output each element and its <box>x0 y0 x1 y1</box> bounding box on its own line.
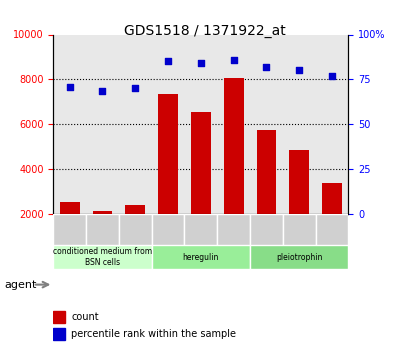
Bar <box>125 205 145 259</box>
Text: agent: agent <box>4 280 36 289</box>
Point <box>328 73 335 79</box>
Bar <box>191 112 210 259</box>
Text: percentile rank within the sample: percentile rank within the sample <box>71 329 236 339</box>
FancyBboxPatch shape <box>184 214 217 245</box>
Bar <box>92 210 112 259</box>
Bar <box>321 183 341 259</box>
FancyBboxPatch shape <box>151 214 184 245</box>
Point <box>230 57 236 62</box>
Bar <box>60 201 79 259</box>
FancyBboxPatch shape <box>119 214 151 245</box>
FancyBboxPatch shape <box>249 245 348 269</box>
Text: GDS1518 / 1371922_at: GDS1518 / 1371922_at <box>124 24 285 38</box>
FancyBboxPatch shape <box>282 214 315 245</box>
FancyBboxPatch shape <box>151 245 249 269</box>
Bar <box>256 130 276 259</box>
Point <box>132 86 138 91</box>
Bar <box>53 310 65 323</box>
Point <box>66 84 73 89</box>
Text: count: count <box>71 312 99 322</box>
FancyBboxPatch shape <box>86 214 119 245</box>
FancyBboxPatch shape <box>53 245 151 269</box>
Point <box>99 88 106 94</box>
FancyBboxPatch shape <box>249 214 282 245</box>
Text: heregulin: heregulin <box>182 253 218 262</box>
FancyBboxPatch shape <box>217 214 249 245</box>
FancyBboxPatch shape <box>53 214 86 245</box>
FancyBboxPatch shape <box>315 214 348 245</box>
Bar <box>53 328 65 340</box>
Bar <box>158 94 178 259</box>
Bar <box>289 150 308 259</box>
Point <box>263 64 269 70</box>
Point <box>197 60 204 66</box>
Point <box>164 59 171 64</box>
Text: conditioned medium from
BSN cells: conditioned medium from BSN cells <box>53 247 152 267</box>
Point <box>295 68 302 73</box>
Bar <box>223 78 243 259</box>
Text: pleiotrophin: pleiotrophin <box>275 253 322 262</box>
